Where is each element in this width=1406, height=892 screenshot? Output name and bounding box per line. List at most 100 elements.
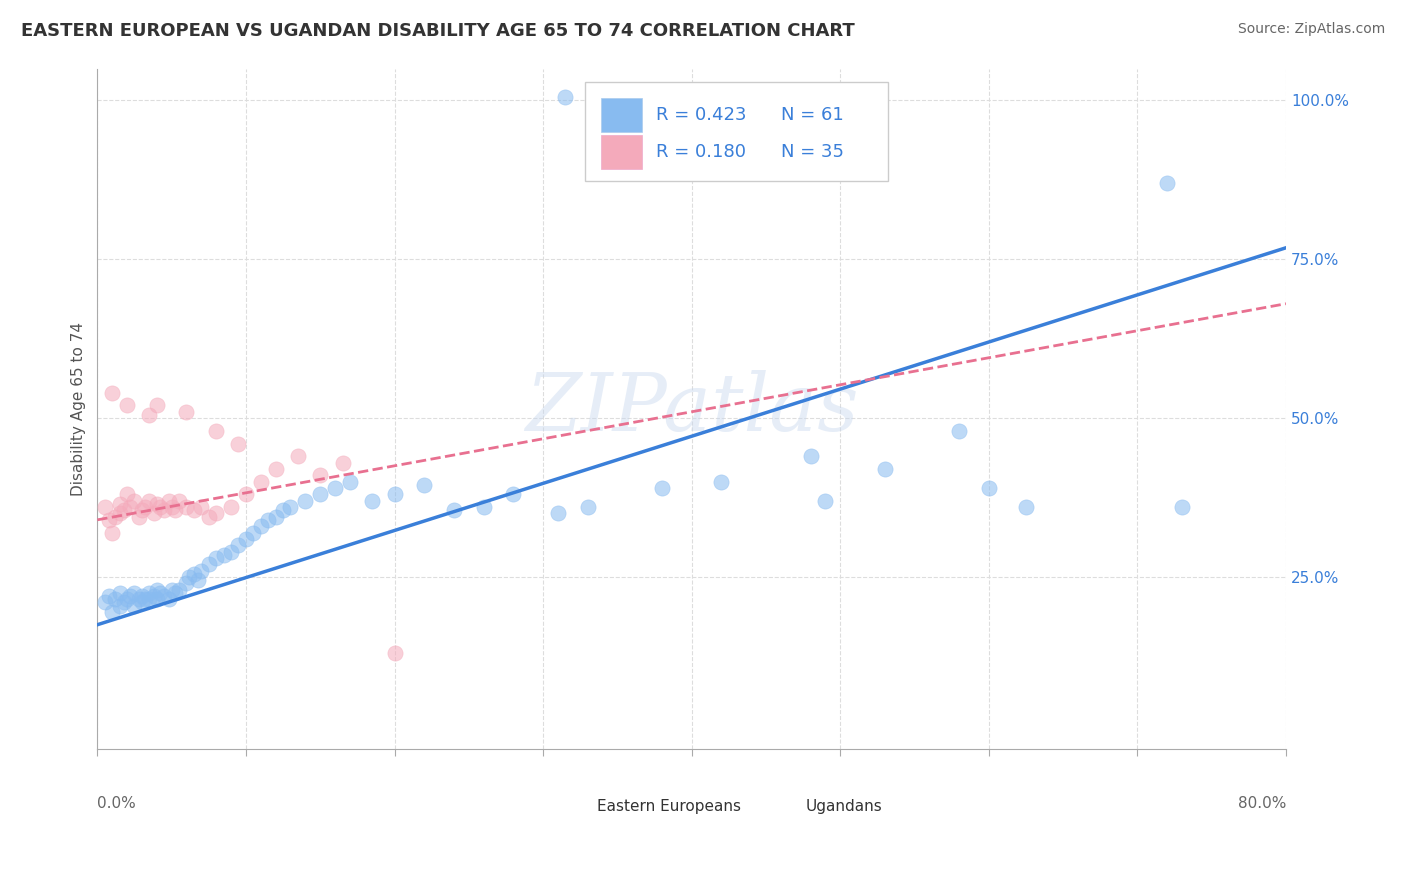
Point	[108, 599, 131, 613]
Point	[710, 475, 733, 489]
Point	[138, 592, 160, 607]
Text: Eastern Europeans: Eastern Europeans	[596, 799, 741, 814]
Point	[124, 493, 146, 508]
Point	[98, 513, 121, 527]
Point	[190, 500, 212, 515]
Point	[118, 500, 141, 515]
Point	[112, 503, 135, 517]
Point	[502, 487, 524, 501]
Point	[131, 595, 153, 609]
Text: N = 35: N = 35	[780, 143, 844, 161]
Point	[115, 399, 138, 413]
Point	[651, 481, 673, 495]
Point	[264, 462, 287, 476]
Point	[1171, 500, 1194, 515]
Point	[554, 90, 576, 104]
Point	[205, 507, 228, 521]
Point	[108, 497, 131, 511]
Point	[138, 586, 160, 600]
Point	[799, 450, 821, 464]
Point	[257, 513, 280, 527]
FancyBboxPatch shape	[602, 135, 641, 169]
Point	[138, 493, 160, 508]
Point	[384, 487, 406, 501]
Point	[228, 538, 250, 552]
Point	[134, 500, 156, 515]
Point	[104, 509, 127, 524]
Point	[190, 564, 212, 578]
Text: Source: ZipAtlas.com: Source: ZipAtlas.com	[1237, 22, 1385, 37]
Point	[187, 573, 209, 587]
Point	[134, 592, 156, 607]
Point	[157, 592, 180, 607]
Point	[179, 570, 201, 584]
Point	[101, 605, 124, 619]
Point	[112, 595, 135, 609]
Point	[271, 503, 294, 517]
Point	[1156, 176, 1178, 190]
Point	[576, 500, 599, 515]
Point	[472, 500, 495, 515]
Point	[948, 424, 970, 438]
Point	[814, 493, 837, 508]
Point	[153, 503, 176, 517]
Point	[205, 551, 228, 566]
Point	[115, 487, 138, 501]
Point	[309, 468, 332, 483]
Point	[146, 592, 169, 607]
Point	[977, 481, 1000, 495]
Point	[219, 500, 242, 515]
Point	[280, 500, 302, 515]
Point	[235, 487, 257, 501]
Point	[94, 500, 117, 515]
Point	[98, 589, 121, 603]
Point	[142, 589, 165, 603]
Point	[108, 586, 131, 600]
Point	[235, 532, 257, 546]
Point	[153, 589, 176, 603]
Point	[146, 582, 169, 597]
Point	[176, 576, 198, 591]
Point	[212, 548, 235, 562]
Point	[131, 503, 153, 517]
FancyBboxPatch shape	[602, 98, 641, 132]
FancyBboxPatch shape	[585, 82, 887, 181]
FancyBboxPatch shape	[548, 792, 588, 821]
Point	[219, 544, 242, 558]
Point	[249, 475, 271, 489]
Point	[160, 500, 183, 515]
Text: R = 0.423: R = 0.423	[657, 106, 747, 124]
Text: 80.0%: 80.0%	[1237, 797, 1286, 812]
Point	[413, 478, 436, 492]
Point	[146, 399, 169, 413]
Point	[323, 481, 346, 495]
Point	[128, 592, 150, 607]
Point	[108, 507, 131, 521]
Point	[197, 509, 219, 524]
Point	[160, 582, 183, 597]
Point	[249, 519, 271, 533]
Point	[104, 592, 127, 607]
Point	[101, 385, 124, 400]
Point	[128, 509, 150, 524]
Point	[443, 503, 465, 517]
Point	[163, 586, 186, 600]
Point	[149, 500, 172, 515]
Point	[101, 525, 124, 540]
Point	[142, 507, 165, 521]
FancyBboxPatch shape	[756, 792, 796, 821]
Text: ZIPatlas: ZIPatlas	[524, 370, 859, 448]
Point	[124, 599, 146, 613]
Text: EASTERN EUROPEAN VS UGANDAN DISABILITY AGE 65 TO 74 CORRELATION CHART: EASTERN EUROPEAN VS UGANDAN DISABILITY A…	[21, 22, 855, 40]
Text: Ugandans: Ugandans	[806, 799, 883, 814]
Point	[205, 424, 228, 438]
Point	[873, 462, 896, 476]
Point	[124, 586, 146, 600]
Text: N = 61: N = 61	[780, 106, 844, 124]
Point	[163, 503, 186, 517]
Point	[264, 509, 287, 524]
Text: R = 0.180: R = 0.180	[657, 143, 747, 161]
Point	[332, 456, 354, 470]
Point	[131, 589, 153, 603]
Point	[118, 589, 141, 603]
